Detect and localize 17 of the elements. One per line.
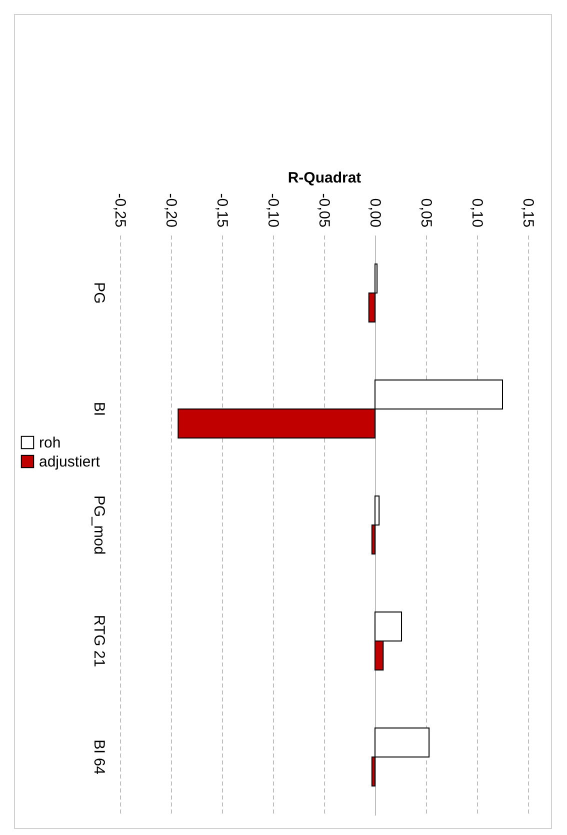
x-tick-label: -0,10 [264,193,282,228]
y-tick-label: RTG 21 [90,614,108,668]
x-tick-label: -0,25 [112,193,128,228]
x-tick-label: -0,15 [214,193,230,228]
legend-label: roh [39,434,61,452]
y-tick-label: PG [90,282,108,304]
y-tick-label: BI [90,402,108,416]
x-tick-label: 0,05 [418,198,434,228]
x-tick-label: -0,20 [162,193,180,228]
x-axis-title: R-Quadrat [288,169,362,186]
x-tick-label: 0,00 [366,198,384,228]
x-tick-label: -0,05 [316,193,332,228]
legend-label: adjustiert [39,454,101,470]
y-tick-label: PG_mod [90,495,108,555]
x-tick-label: 0,10 [468,198,486,228]
y-tick-label: BI 64 [90,739,108,775]
x-tick-label: 0,15 [520,198,536,228]
